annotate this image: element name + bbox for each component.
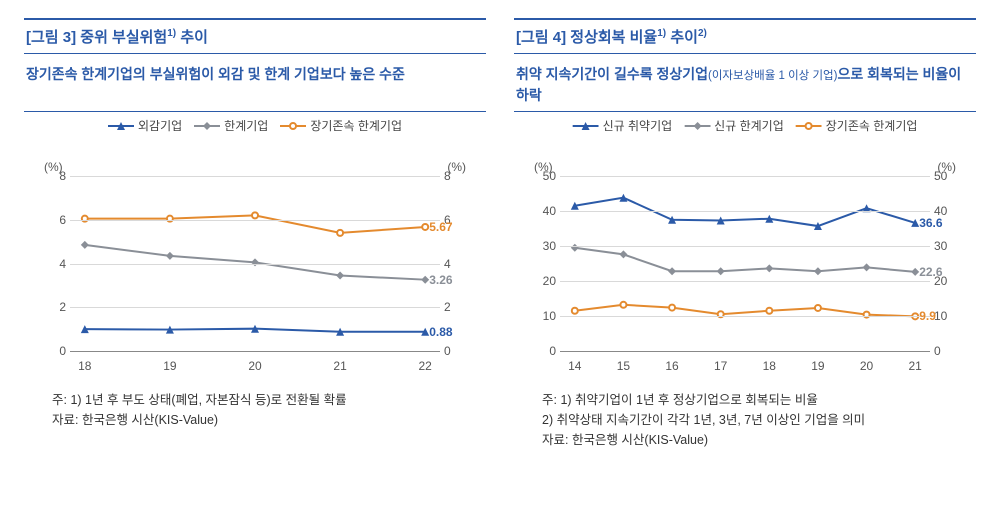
figure-3-subtitle: 장기존속 한계기업의 부실위험이 외감 및 한계 기업보다 높은 수준 bbox=[24, 54, 486, 112]
figure-3-chart: 외감기업한계기업장기존속 한계기업 (%) (%) 00224466881819… bbox=[24, 120, 486, 380]
two-panel-figure: [그림 3] 중위 부실위험1) 추이 장기존속 한계기업의 부실위험이 외감 … bbox=[24, 18, 976, 450]
figure-4-notes: 주: 1) 취약기업이 1년 후 정상기업으로 회복되는 비율 2) 취약상태 … bbox=[514, 390, 976, 450]
figure-4-chart: 신규 취약기업신규 한계기업장기존속 한계기업 (%) (%) 00101020… bbox=[514, 120, 976, 380]
figure-3-notes: 주: 1) 1년 후 부도 상태(폐업, 자본잠식 등)로 전환될 확률 자료:… bbox=[24, 390, 486, 430]
figure-3-plot: 002244668818192021225.673.260.88 bbox=[70, 176, 440, 352]
figure-4-subtitle: 취약 지속기간이 길수록 정상기업(이자보상배율 1 이상 기업)으로 회복되는… bbox=[514, 54, 976, 112]
figure-4-plot: 0010102020303040405050141516171819202136… bbox=[560, 176, 930, 352]
figure-3-legend: 외감기업한계기업장기존속 한계기업 bbox=[102, 118, 408, 137]
figure-3: [그림 3] 중위 부실위험1) 추이 장기존속 한계기업의 부실위험이 외감 … bbox=[24, 18, 486, 450]
series-end-label: 36.6 bbox=[919, 216, 942, 230]
series-end-label: 9.9 bbox=[919, 309, 936, 323]
note-1: 주: 1) 1년 후 부도 상태(폐업, 자본잠식 등)로 전환될 확률 bbox=[52, 390, 486, 410]
series-end-label: 0.88 bbox=[429, 325, 452, 339]
note-2: 2) 취약상태 지속기간이 각각 1년, 3년, 7년 이상인 기업을 의미 bbox=[542, 410, 976, 430]
figure-3-title: [그림 3] 중위 부실위험1) 추이 bbox=[24, 18, 486, 54]
series-end-label: 3.26 bbox=[429, 273, 452, 287]
figure-4-svg bbox=[560, 176, 930, 351]
source: 자료: 한국은행 시산(KIS-Value) bbox=[542, 430, 976, 450]
figure-4-title: [그림 4] 정상회복 비율1) 추이2) bbox=[514, 18, 976, 54]
source: 자료: 한국은행 시산(KIS-Value) bbox=[52, 410, 486, 430]
note-1: 주: 1) 취약기업이 1년 후 정상기업으로 회복되는 비율 bbox=[542, 390, 976, 410]
figure-4-legend: 신규 취약기업신규 한계기업장기존속 한계기업 bbox=[567, 118, 924, 137]
series-end-label: 22.6 bbox=[919, 265, 942, 279]
figure-4: [그림 4] 정상회복 비율1) 추이2) 취약 지속기간이 길수록 정상기업(… bbox=[514, 18, 976, 450]
series-end-label: 5.67 bbox=[429, 220, 452, 234]
